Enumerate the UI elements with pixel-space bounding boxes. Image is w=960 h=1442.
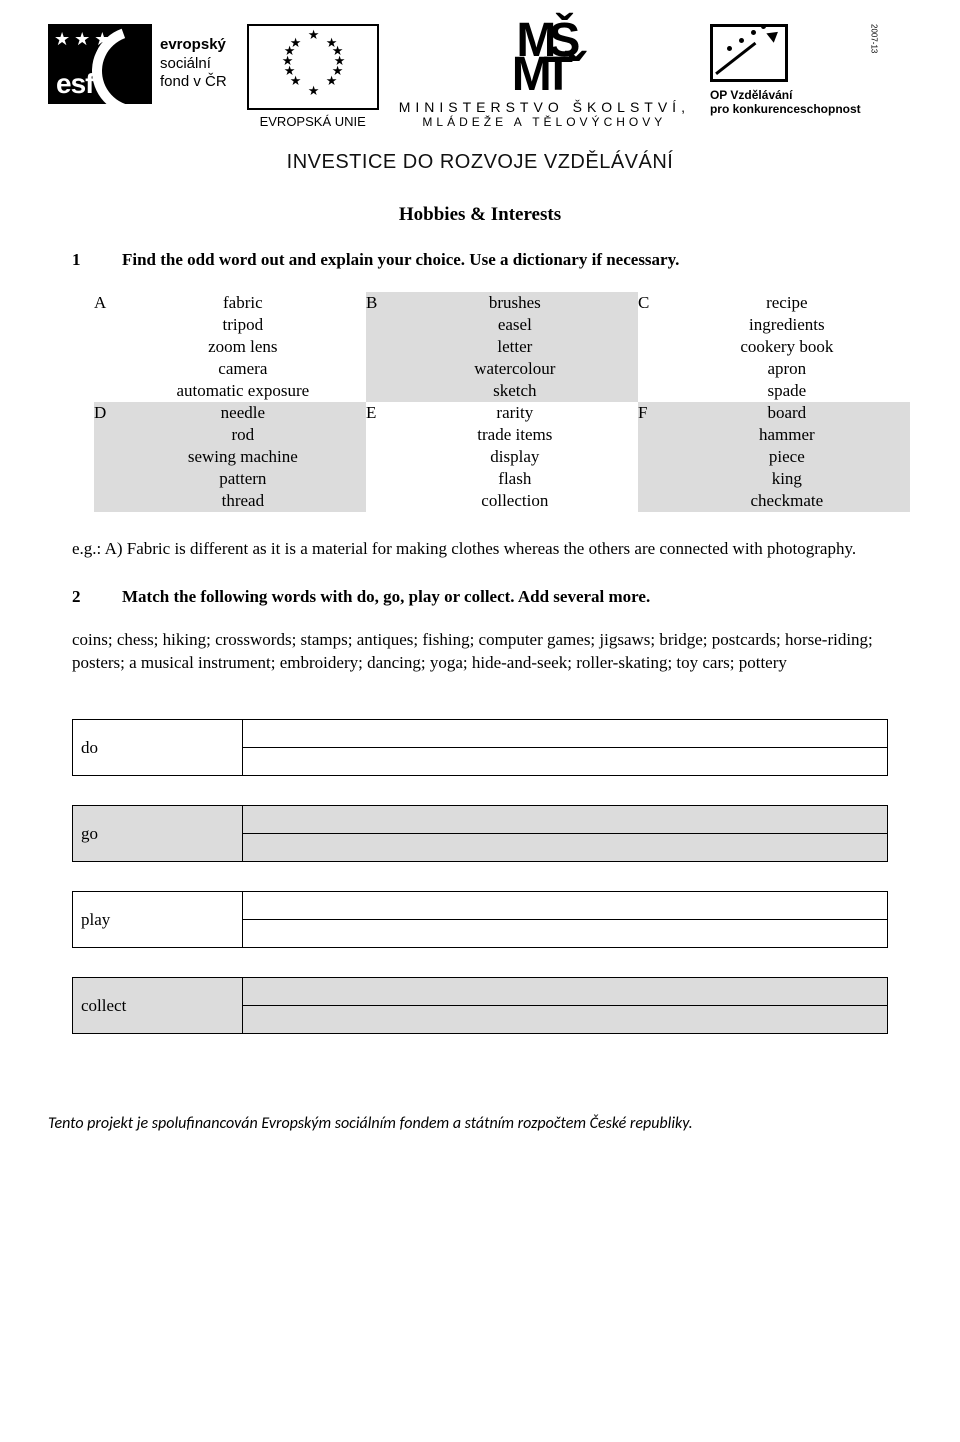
word: pattern	[120, 468, 366, 490]
word: board	[664, 402, 910, 424]
word: trade items	[392, 424, 638, 446]
page-title: Hobbies & Interests	[72, 204, 888, 226]
verb-cell	[243, 806, 888, 834]
word: fabric	[120, 292, 366, 314]
col-letter: B	[366, 292, 392, 314]
word: sewing machine	[120, 446, 366, 468]
verb-table: do go play collect	[72, 719, 888, 1034]
odd-word-table: A fabric B brushes C recipe tripod easel…	[94, 292, 910, 512]
word: sketch	[392, 380, 638, 402]
task2-num: 2	[72, 587, 86, 607]
eu-label: EVROPSKÁ UNIE	[247, 114, 379, 129]
word: checkmate	[664, 490, 910, 512]
verb-cell	[243, 920, 888, 948]
logo-op: 2007-13 OP Vzdělávání pro konkurencescho…	[710, 24, 861, 116]
word: collection	[392, 490, 638, 512]
verb-label: collect	[73, 978, 243, 1034]
word: thread	[120, 490, 366, 512]
word: rarity	[392, 402, 638, 424]
word: ingredients	[664, 314, 910, 336]
col-letter: C	[638, 292, 664, 314]
msmt-icon: MŠ MTˇ	[399, 24, 690, 91]
task1-text: Find the odd word out and explain your c…	[122, 250, 679, 270]
word: camera	[120, 358, 366, 380]
verb-cell	[243, 978, 888, 1006]
word: brushes	[392, 292, 638, 314]
verb-cell	[243, 720, 888, 748]
col-letter: A	[94, 292, 120, 314]
word: hammer	[664, 424, 910, 446]
word: king	[664, 468, 910, 490]
msmt-line2: MLÁDEŽE A TĚLOVÝCHOVY	[399, 115, 690, 129]
word: recipe	[664, 292, 910, 314]
task1-example: e.g.: A) Fabric is different as it is a …	[72, 538, 888, 561]
footer-text: Tento projekt je spolufinancován Evropsk…	[0, 1104, 960, 1165]
word: cookery book	[664, 336, 910, 358]
word: watercolour	[392, 358, 638, 380]
word: apron	[664, 358, 910, 380]
logo-eu: ★ ★ ★ ★ ★ ★ ★ ★ ★ ★ ★ ★ EVROPSKÁ UNIE	[247, 24, 379, 129]
task2-text: Match the following words with do, go, p…	[122, 587, 650, 607]
eu-flag-icon: ★ ★ ★ ★ ★ ★ ★ ★ ★ ★ ★ ★	[247, 24, 379, 110]
word: flash	[392, 468, 638, 490]
task2-wordlist: coins; chess; hiking; crosswords; stamps…	[72, 629, 888, 675]
word: display	[392, 446, 638, 468]
esf-flag-icon: ★★★ esf	[48, 24, 152, 104]
word: easel	[392, 314, 638, 336]
word: needle	[120, 402, 366, 424]
word: spade	[664, 380, 910, 402]
word: tripod	[120, 314, 366, 336]
esf-abbr: esf	[56, 68, 93, 100]
word: rod	[120, 424, 366, 446]
task1-num: 1	[72, 250, 86, 270]
verb-cell	[243, 892, 888, 920]
col-letter: E	[366, 402, 392, 424]
task2-heading: 2 Match the following words with do, go,…	[72, 587, 888, 607]
logo-msmt: MŠ MTˇ MINISTERSTVO ŠKOLSTVÍ, MLÁDEŽE A …	[399, 24, 690, 129]
verb-cell	[243, 748, 888, 776]
task1-heading: 1 Find the odd word out and explain your…	[72, 250, 888, 270]
col-letter: D	[94, 402, 120, 424]
word: automatic exposure	[120, 380, 366, 402]
op-arrow-icon	[710, 24, 788, 82]
word: letter	[392, 336, 638, 358]
col-letter: F	[638, 402, 664, 424]
op-line1: OP Vzdělávání	[710, 88, 792, 102]
header-logos: ★★★ esf evropský sociální fond v ČR ★ ★ …	[0, 0, 960, 133]
verb-cell	[243, 834, 888, 862]
verb-label: go	[73, 806, 243, 862]
op-year: 2007-13	[870, 24, 879, 53]
header-slogan: INVESTICE DO ROZVOJE VZDĚLÁVÁNÍ	[0, 151, 960, 174]
verb-label: do	[73, 720, 243, 776]
logo-esf: ★★★ esf evropský sociální fond v ČR	[48, 24, 227, 104]
verb-label: play	[73, 892, 243, 948]
op-line2: pro konkurenceschopnost	[710, 102, 861, 116]
word: piece	[664, 446, 910, 468]
msmt-line1: MINISTERSTVO ŠKOLSTVÍ,	[399, 99, 690, 115]
verb-cell	[243, 1006, 888, 1034]
word: zoom lens	[120, 336, 366, 358]
